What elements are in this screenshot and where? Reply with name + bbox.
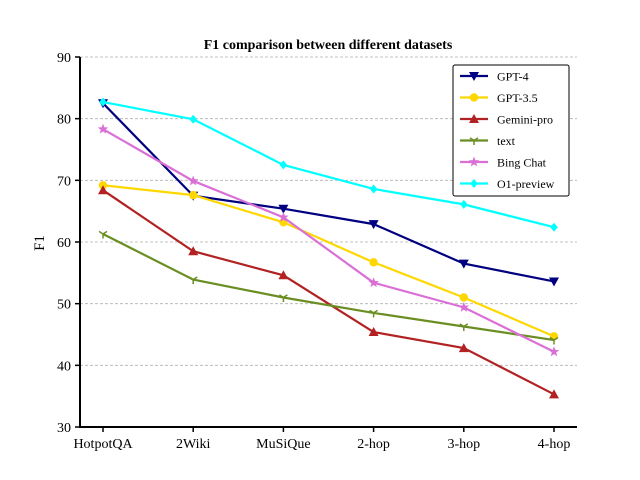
series-line — [102, 102, 555, 283]
data-point — [368, 277, 379, 288]
series-text — [98, 230, 559, 345]
data-point — [278, 270, 289, 280]
series-bing-chat — [97, 123, 560, 357]
x-tick-label: 2-hop — [357, 437, 390, 452]
legend-item: Gemini-pro — [460, 113, 553, 127]
series-line — [102, 128, 555, 353]
data-point — [368, 220, 379, 230]
data-point — [278, 211, 289, 222]
data-point — [549, 277, 559, 287]
legend-item: text — [460, 134, 516, 148]
legend-marker — [468, 156, 480, 167]
legend-label: text — [497, 134, 516, 148]
data-point — [98, 185, 108, 195]
data-point — [460, 199, 468, 209]
legend-marker — [469, 137, 479, 145]
data-point — [188, 276, 198, 285]
legend-item: O1-preview — [460, 177, 555, 191]
series-line — [102, 184, 555, 338]
y-tick-label: 90 — [57, 51, 71, 66]
y-tick-label: 80 — [57, 113, 71, 128]
series-gpt-3-5 — [98, 181, 559, 341]
legend: GPT-4 GPT-3.5 Gemini-pro text Bing Chat O1-pr… — [452, 64, 570, 197]
x-tick-label: 3-hop — [447, 437, 480, 452]
data-point — [99, 97, 107, 107]
data-point — [458, 343, 469, 353]
data-point — [369, 258, 378, 267]
data-point — [279, 160, 288, 170]
y-axis-label: F1 — [32, 235, 48, 251]
data-point — [548, 346, 560, 357]
legend-marker — [469, 114, 479, 123]
data-point — [459, 323, 469, 331]
data-point — [189, 114, 197, 124]
data-point — [550, 222, 558, 232]
series-gemini-pro — [98, 185, 559, 399]
data-point — [369, 309, 379, 318]
data-point — [188, 246, 199, 256]
series-layer — [97, 97, 560, 399]
data-point — [549, 336, 559, 345]
data-point — [278, 294, 288, 302]
legend-label: O1-preview — [497, 177, 555, 191]
chart-title: F1 comparison between different datasets — [204, 38, 453, 53]
series-o1-preview — [99, 97, 558, 232]
legend-label: GPT-4 — [497, 70, 529, 84]
x-tick-label: MuSiQue — [256, 437, 310, 452]
data-point — [368, 327, 379, 337]
data-point — [459, 293, 468, 302]
legend-item: GPT-4 — [460, 70, 529, 84]
series-line — [102, 100, 555, 229]
data-point — [97, 123, 109, 134]
y-tick-label: 50 — [57, 298, 71, 313]
legend-item: Bing Chat — [460, 156, 547, 170]
x-tick-label: HotpotQA — [73, 437, 133, 452]
series-line — [102, 232, 555, 342]
legend-label: GPT-3.5 — [497, 91, 538, 105]
legend-marker — [469, 93, 479, 102]
y-tick-label: 70 — [57, 174, 71, 189]
legend-marker — [470, 179, 478, 188]
y-tick-label: 30 — [57, 421, 71, 436]
data-point — [458, 301, 470, 312]
data-point — [549, 389, 559, 399]
x-tick-label: 4-hop — [538, 437, 571, 452]
y-tick-label: 40 — [57, 359, 71, 374]
data-point — [458, 259, 469, 269]
y-tick-label: 60 — [57, 236, 71, 251]
x-tick-label: 2Wiki — [176, 437, 211, 452]
tick-labels: 30 40 50 60 70 80 90 HotpotQA 2Wiki MuSiQue 2-hop 3… — [57, 51, 570, 452]
legend-label: Gemini-pro — [497, 113, 553, 127]
data-point — [369, 184, 378, 194]
series-line — [102, 189, 555, 396]
data-point — [98, 230, 108, 239]
data-point — [189, 190, 198, 200]
legend-label: Bing Chat — [497, 156, 547, 170]
data-point — [187, 175, 199, 186]
gridlines — [80, 56, 577, 366]
data-point — [278, 204, 289, 214]
legend-marker — [469, 72, 479, 81]
legend-item: GPT-3.5 — [460, 91, 538, 105]
